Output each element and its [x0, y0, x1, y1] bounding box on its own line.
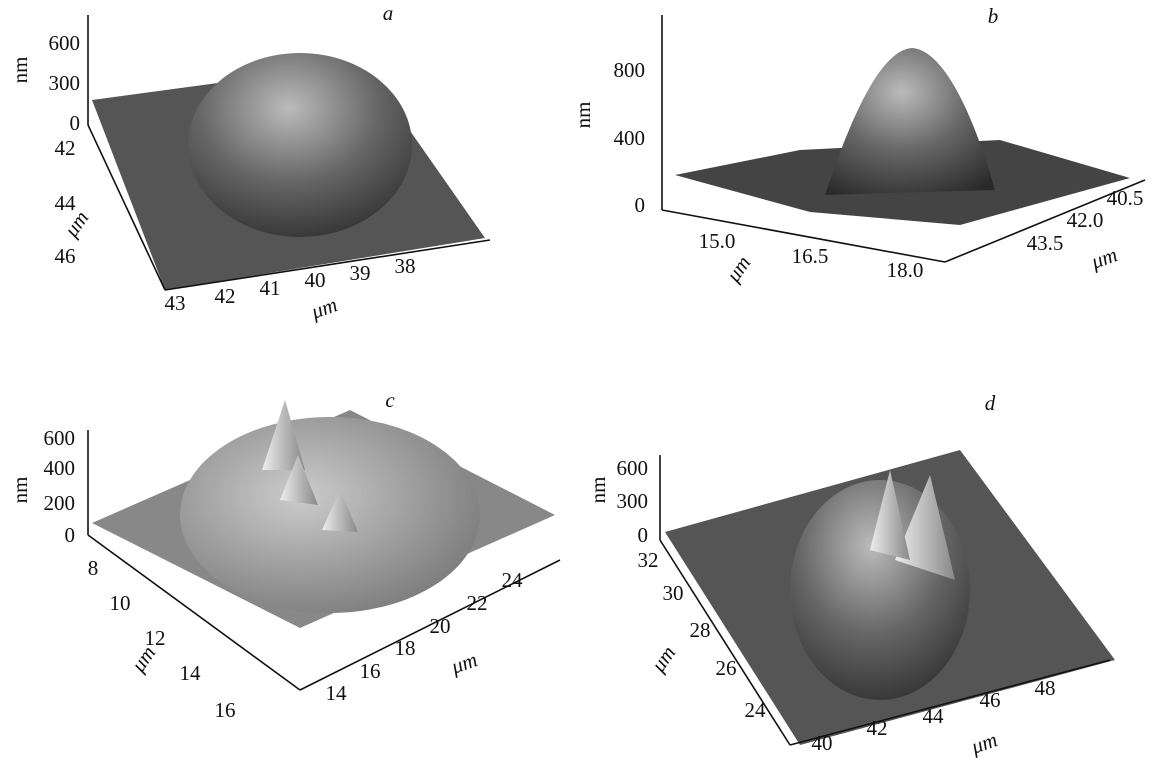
z-tick-label: 200 — [44, 491, 76, 515]
depth-tick-label: 16.5 — [792, 244, 829, 268]
depth-tick-label: 46 — [55, 244, 76, 268]
depth-tick-label: 30 — [663, 581, 684, 605]
panel-a-surface — [88, 15, 490, 290]
depth-tick-label: 28 — [690, 618, 711, 642]
front-axis-label: μm — [307, 292, 340, 324]
front-axis-label: μm — [967, 727, 1000, 759]
front-tick-label: 16 — [360, 659, 381, 683]
front-tick-label: 18 — [395, 636, 416, 660]
front-tick-label: 14 — [326, 681, 348, 705]
panel-label: c — [385, 388, 395, 412]
front-axis-label: μm — [1087, 242, 1120, 274]
z-axis-label: nm — [8, 57, 32, 84]
panel-label: b — [988, 4, 999, 28]
depth-tick-label: 10 — [110, 591, 131, 615]
front-tick-label: 42.0 — [1067, 208, 1104, 232]
front-tick-label: 22 — [467, 591, 488, 615]
z-axis-label: nm — [586, 477, 610, 504]
front-tick-label: 43 — [165, 291, 186, 315]
front-tick-label: 38 — [395, 254, 416, 278]
front-tick-label: 40.5 — [1107, 186, 1144, 210]
depth-tick-label: 26 — [716, 656, 737, 680]
z-tick-label: 0 — [70, 111, 81, 135]
front-tick-label: 24 — [502, 568, 524, 592]
z-tick-label: 0 — [635, 193, 646, 217]
front-tick-label: 43.5 — [1027, 231, 1064, 255]
z-tick-label: 0 — [638, 523, 649, 547]
z-tick-label: 800 — [614, 58, 646, 82]
figure: anmμmμm6003000424446434241403938bnmμmμm8… — [0, 0, 1157, 765]
front-tick-label: 46 — [980, 688, 1001, 712]
front-tick-label: 40 — [812, 731, 833, 755]
front-tick-label: 42 — [867, 716, 888, 740]
depth-tick-label: 14 — [180, 661, 202, 685]
z-tick-label: 0 — [65, 523, 76, 547]
depth-tick-label: 8 — [88, 556, 99, 580]
front-tick-label: 39 — [350, 261, 371, 285]
depth-tick-label: 16 — [215, 698, 236, 722]
depth-tick-label: 42 — [55, 136, 76, 160]
front-tick-label: 44 — [923, 704, 945, 728]
z-tick-label: 300 — [49, 71, 81, 95]
depth-tick-label: 15.0 — [699, 229, 736, 253]
front-tick-label: 42 — [215, 284, 236, 308]
z-tick-label: 300 — [617, 489, 649, 513]
depth-tick-label: 44 — [55, 191, 77, 215]
z-tick-label: 600 — [44, 426, 76, 450]
depth-tick-label: 24 — [745, 698, 767, 722]
panel-label: a — [383, 1, 394, 25]
z-tick-label: 600 — [49, 31, 81, 55]
front-axis-label: μm — [447, 647, 480, 679]
depth-axis-label: μm — [645, 641, 680, 677]
depth-axis-label: μm — [720, 251, 755, 287]
panel-label: d — [985, 391, 996, 415]
z-axis-label: nm — [571, 102, 595, 129]
z-tick-label: 400 — [44, 456, 76, 480]
depth-tick-label: 12 — [145, 626, 166, 650]
front-tick-label: 40 — [305, 268, 326, 292]
front-tick-label: 20 — [430, 614, 451, 638]
depth-tick-label: 18.0 — [887, 258, 924, 282]
z-tick-label: 600 — [617, 456, 649, 480]
front-tick-label: 48 — [1035, 676, 1056, 700]
panel-d-surface — [660, 450, 1115, 745]
page: anmμmμm6003000424446434241403938bnmμmμm8… — [0, 0, 1157, 765]
z-tick-label: 400 — [614, 126, 646, 150]
depth-tick-label: 32 — [638, 548, 659, 572]
front-tick-label: 41 — [260, 276, 281, 300]
z-axis-label: nm — [8, 477, 32, 504]
